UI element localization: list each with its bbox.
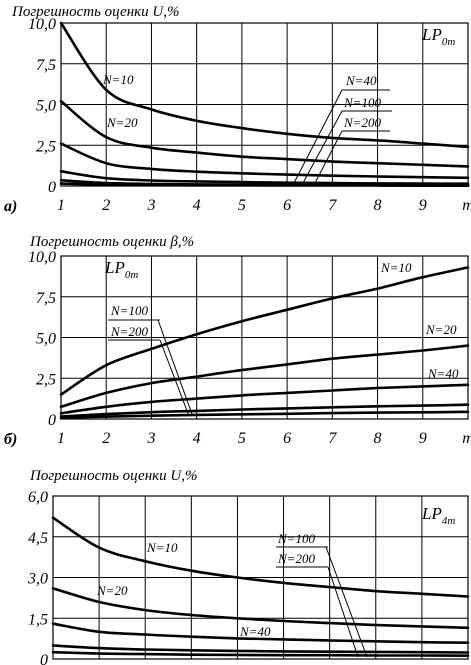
series-line-n200: [59, 410, 470, 420]
panel-c-model-sub: 4m: [442, 515, 456, 527]
series-line-unlabeled-2: [59, 142, 470, 180]
x-tick-label: 2: [102, 197, 110, 214]
panel-b-label-underlines: [108, 319, 160, 341]
x-tick-label: 7: [328, 430, 337, 447]
series-line-n20: [51, 587, 470, 630]
panel-b-model-label: LP0m: [104, 258, 138, 281]
y-tick-label: 10,0: [28, 16, 56, 33]
y-tick-label: 10,0: [28, 249, 56, 266]
x-tick-label: 3: [146, 197, 155, 214]
panel-a-leader-lines: [293, 89, 343, 184]
panel-b-label-n20: N=20: [425, 322, 457, 337]
plot-frame: [60, 255, 469, 420]
panel-c-leader-lines: [325, 546, 368, 658]
panel-c-label-underlines: [276, 546, 328, 568]
panel-b-plot: 0 2,5 5,0 7,5 10,0 1 2 3 4 5 6 7 8 9 m: [28, 249, 471, 447]
panel-b-label-n100: N=100: [110, 303, 148, 318]
panel-a-plot: 0 2,5 5,0 7,5 10,0 1 2 3 4 5 6 7 8 9 m: [28, 16, 471, 214]
y-tick-label: 0: [48, 412, 56, 429]
panel-a: Погрешность оценки U,% 0 2,5 5,0 7,5 10,0 1 2 3…: [4, 4, 471, 215]
x-tick-label: 8: [374, 430, 382, 447]
panel-c-model-main: LP: [421, 504, 442, 523]
series-line-n40: [59, 383, 470, 415]
x-tick-label: 6: [283, 430, 291, 447]
panel-b-model-main: LP: [104, 258, 125, 277]
panel-b-leader-lines: [157, 319, 193, 417]
panel-a-model-label: LP0m: [421, 25, 455, 48]
x-tick-label: 9: [419, 430, 427, 447]
series-line-n100: [51, 644, 470, 654]
x-tick-label: 1: [57, 430, 65, 447]
panel-b-title: Погрешность оценки β,%: [29, 234, 194, 250]
panel-c-label-n40: N=40: [239, 624, 271, 639]
panel-b-label-n10: N=10: [380, 260, 412, 275]
panel-c-label-n200: N=200: [277, 551, 315, 566]
x-tick-label: 4: [193, 197, 201, 214]
panel-c-label-n100: N=100: [277, 531, 315, 546]
y-tick-label: 7,5: [36, 290, 56, 307]
panel-a-model-main: LP: [421, 25, 442, 44]
x-tick-label: 9: [419, 197, 427, 214]
panel-a-label-n10: N=10: [102, 72, 134, 87]
series-line-n40: [51, 622, 470, 644]
x-tick-label: 7: [328, 197, 337, 214]
y-tick-label: 6,0: [28, 489, 48, 506]
y-tick-label: 5,0: [36, 98, 56, 115]
y-tick-label: 5,0: [36, 331, 56, 348]
panel-c-label-n10: N=10: [146, 540, 178, 555]
panel-a-label: а): [4, 198, 17, 215]
panel-c: Погрешность оценки U,% 0 1,5 3,0 4,5 6,0 LP4…: [27, 468, 470, 665]
panel-b-label-n200: N=200: [110, 324, 148, 339]
panel-a-label-n200: N=200: [343, 115, 381, 130]
y-tick-label: 7,5: [36, 57, 56, 74]
panel-b-label-n40: N=40: [427, 366, 459, 381]
x-tick-label: 1: [57, 197, 65, 214]
y-tick-label: 0: [40, 652, 48, 665]
series-line-n200: [59, 182, 470, 187]
panel-c-label-n20: N=20: [96, 583, 128, 598]
series-line-n200: [51, 650, 470, 657]
y-tick-label: 0: [48, 179, 56, 196]
y-tick-label: 4,5: [28, 530, 48, 547]
panel-a-title: Погрешность оценки U,%: [11, 4, 180, 20]
panel-b: Погрешность оценки β,% 0 2,5 5,0 7,5 10,0 1 2 3…: [4, 234, 471, 448]
x-tick-label: 5: [238, 197, 246, 214]
x-tick-label: m: [462, 197, 471, 214]
panel-a-label-n40: N=40: [345, 73, 377, 88]
x-tick-label: m: [462, 430, 471, 447]
y-tick-label: 2,5: [36, 371, 56, 388]
series-line-n20: [59, 344, 470, 409]
panel-c-title: Погрешность оценки U,%: [29, 468, 198, 484]
x-tick-label: 5: [238, 430, 246, 447]
panel-a-label-n100: N=100: [343, 95, 381, 110]
x-tick-label: 2: [102, 430, 110, 447]
series-line-n40: [59, 170, 470, 185]
series-line-n10: [59, 21, 470, 149]
panel-a-label-n20: N=20: [106, 115, 138, 130]
y-tick-label: 2,5: [36, 138, 56, 155]
series-line-n100: [59, 403, 470, 418]
series-line-n20: [59, 99, 470, 168]
panel-a-label-underlines: [342, 89, 392, 132]
x-tick-label: 4: [193, 430, 201, 447]
panel-c-model-label: LP4m: [421, 504, 455, 527]
panel-b-model-sub: 0m: [125, 269, 139, 281]
y-tick-label: 3,0: [27, 571, 48, 588]
series-line-n10: [51, 516, 470, 598]
panel-b-label: б): [4, 431, 17, 448]
y-tick-label: 1,5: [28, 611, 48, 628]
panel-a-model-sub: 0m: [442, 36, 456, 48]
plot-frame: [52, 495, 469, 660]
panel-c-plot: 0 1,5 3,0 4,5 6,0: [27, 489, 470, 665]
series-line-n10: [59, 266, 470, 396]
x-tick-label: 8: [374, 197, 382, 214]
x-tick-label: 3: [146, 430, 155, 447]
x-tick-label: 6: [283, 197, 291, 214]
